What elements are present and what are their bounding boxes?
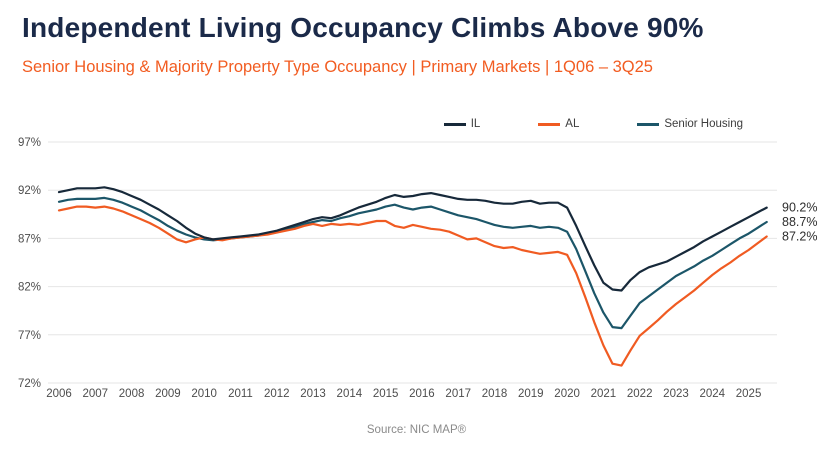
occupancy-chart-svg: 97% 92% 87% 82% 77% 72% 2006 2007 2008 2009 2010 20… <box>18 137 817 400</box>
x-tick-label: 2008 <box>119 388 145 400</box>
chart-subtitle: Senior Housing & Majority Property Type … <box>22 58 653 76</box>
legend-item-il: IL <box>443 118 481 130</box>
end-label-al: 87.2% <box>782 229 817 243</box>
legend-label-al: AL <box>565 118 580 130</box>
x-tick-label: 2016 <box>409 388 435 400</box>
x-tick-label: 2023 <box>663 388 689 400</box>
x-tick-label: 2020 <box>554 388 580 400</box>
occupancy-line-chart: 97% 92% 87% 82% 77% 72% 2006 2007 2008 2009 2010 20… <box>0 133 833 413</box>
y-tick-label: 82% <box>18 282 41 294</box>
legend-swatch-al-icon <box>538 122 561 126</box>
x-tick-label: 2007 <box>82 388 108 400</box>
x-tick-label: 2025 <box>736 388 762 400</box>
series-line-senior-housing <box>57 196 768 330</box>
legend-item-al: AL <box>538 118 579 130</box>
end-label-senior-housing: 88.7% <box>782 215 817 229</box>
x-tick-label: 2013 <box>300 388 326 400</box>
x-tick-label: 2017 <box>445 388 471 400</box>
x-tick-label: 2015 <box>373 388 399 400</box>
x-tick-label: 2012 <box>264 388 290 400</box>
legend-label-il: IL <box>470 118 481 130</box>
legend-swatch-senior-housing-icon <box>637 122 660 126</box>
x-tick-label: 2009 <box>155 388 181 400</box>
y-tick-label: 87% <box>18 233 41 245</box>
end-label-il: 90.2% <box>782 201 817 215</box>
x-tick-label: 2024 <box>699 388 725 400</box>
x-tick-label: 2011 <box>228 388 253 400</box>
x-tick-label: 2006 <box>46 388 72 400</box>
source-note: Source: NIC MAP® <box>366 424 467 436</box>
series-line-il <box>57 186 768 292</box>
legend-item-senior-housing: Senior Housing <box>637 118 743 130</box>
y-tick-label: 72% <box>18 378 41 390</box>
x-tick-label: 2018 <box>482 388 508 400</box>
legend-label-senior-housing: Senior Housing <box>664 118 743 130</box>
y-tick-label: 77% <box>18 330 41 342</box>
chart-legend: IL AL Senior Housing <box>0 115 743 133</box>
series-line-al <box>57 205 768 367</box>
x-tick-label: 2021 <box>591 388 617 400</box>
x-tick-label: 2014 <box>337 388 363 400</box>
x-tick-label: 2019 <box>518 388 544 400</box>
y-tick-label: 97% <box>18 137 41 149</box>
x-tick-label: 2022 <box>627 388 653 400</box>
x-tick-label: 2010 <box>191 388 217 400</box>
legend-swatch-il-icon <box>443 122 466 126</box>
y-tick-label: 92% <box>18 185 41 197</box>
chart-title: Independent Living Occupancy Climbs Abov… <box>22 12 704 43</box>
